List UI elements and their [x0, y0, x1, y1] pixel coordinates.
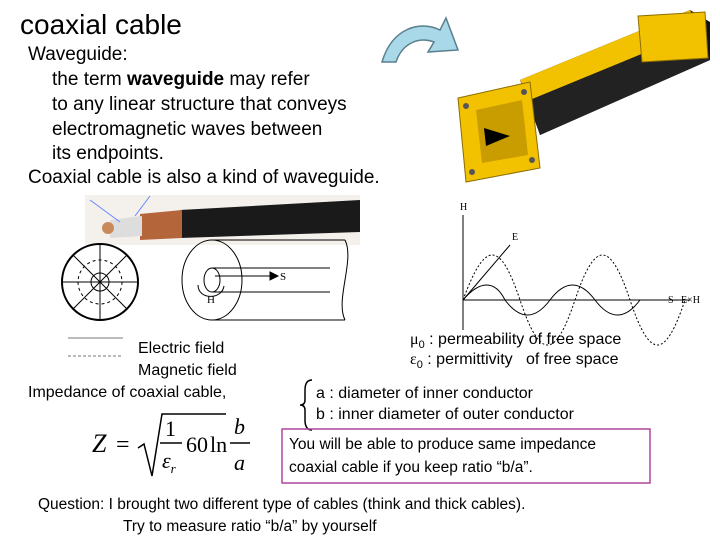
formula-part: εr: [162, 448, 177, 476]
text: : permittivity of free space: [423, 351, 619, 368]
formula: Z = 1 εr 60 ln b a: [92, 413, 250, 477]
wave-diagram: [462, 215, 690, 346]
text-line: to any linear structure that conveys: [52, 94, 347, 115]
impedance-label: Impedance of coaxial cable,: [28, 384, 226, 401]
cross-section-diagram: [61, 243, 139, 321]
subscript: 0: [417, 359, 423, 371]
diagram-label: S– E×H: [668, 295, 700, 306]
bold-text: waveguide: [126, 69, 224, 90]
question-line: Question: I brought two different type o…: [38, 496, 525, 513]
diagram-label: E: [512, 232, 518, 243]
diagram-label: H: [460, 202, 467, 213]
formula-part: r: [171, 461, 177, 476]
text: the term: [52, 69, 127, 90]
text: : permeability of free space: [425, 331, 622, 348]
diagram-label: S: [280, 271, 286, 283]
text-line: electromagnetic waves between: [52, 119, 322, 140]
side-view-diagram: [181, 239, 349, 321]
text-line: Coaxial cable is also a kind of waveguid…: [28, 167, 380, 188]
note-box: [281, 428, 651, 484]
text: may refer: [224, 69, 310, 90]
brace: [299, 379, 313, 431]
text-line: its endpoints.: [52, 143, 164, 164]
legend-label: Magnetic field: [138, 362, 237, 379]
constant: ε0 : permittivity of free space: [410, 351, 619, 371]
constant: μ0 : permeability of free space: [410, 331, 621, 351]
arrow-icon: [380, 16, 460, 63]
title: coaxial cable: [20, 9, 182, 40]
note-line: coaxial cable if you keep ratio “b/a”.: [289, 459, 533, 476]
heading: Waveguide:: [28, 44, 128, 65]
formula-part: ε: [162, 448, 171, 473]
symbol: μ: [410, 331, 419, 348]
note-line: You will be able to produce same impedan…: [289, 436, 596, 453]
symbol: ε: [410, 351, 417, 368]
formula-part: a: [234, 450, 245, 475]
diagram-label: H: [207, 294, 215, 306]
question-line: Try to measure ratio “b/a” by yourself: [123, 518, 377, 535]
dimension: b : inner diameter of outer conductor: [316, 406, 575, 423]
waveguide-image: [457, 10, 710, 183]
dimension: a : diameter of inner conductor: [316, 385, 534, 402]
formula-part: Z: [92, 429, 107, 458]
formula-part: b: [234, 414, 245, 439]
legend-label: Electric field: [138, 340, 224, 357]
subscript: 0: [419, 339, 425, 351]
formula-part: 60: [186, 432, 208, 457]
cable-photo: [85, 195, 360, 245]
text-line: the term waveguide may refer: [52, 69, 310, 90]
formula-part: =: [116, 432, 130, 458]
formula-part: ln: [210, 432, 227, 457]
formula-part: 1: [165, 416, 176, 441]
